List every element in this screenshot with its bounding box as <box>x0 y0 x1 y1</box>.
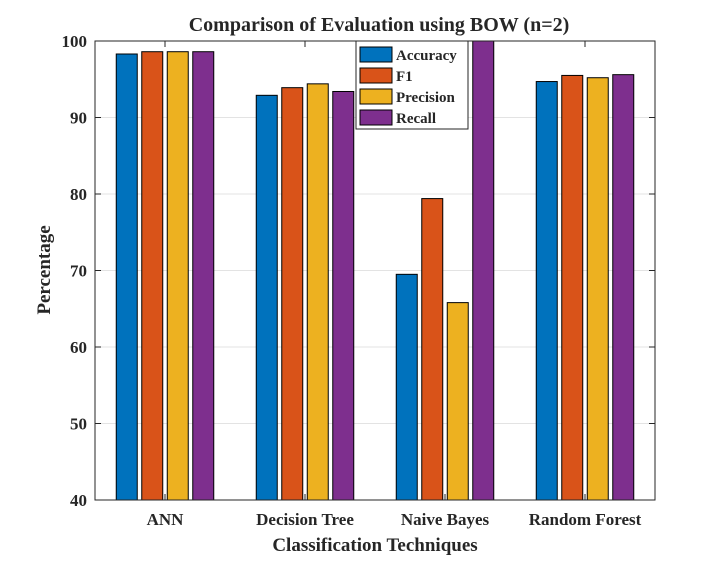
x-tick-label: Random Forest <box>529 510 642 529</box>
x-tick-label: Decision Tree <box>256 510 354 529</box>
x-tick-label: Naive Bayes <box>401 510 490 529</box>
y-tick-label: 90 <box>70 109 87 128</box>
legend-label-precision: Precision <box>396 90 456 106</box>
y-tick-label: 100 <box>62 32 88 51</box>
legend-swatch-recall <box>359 109 393 126</box>
legend-swatch-precision <box>359 88 393 105</box>
bar-recall-ann <box>192 51 215 501</box>
legend: Accuracy F1 Precision Recall <box>355 40 469 130</box>
x-tick-label: ANN <box>147 510 185 529</box>
y-tick-label: 80 <box>70 185 87 204</box>
y-tick-label: 60 <box>70 338 87 357</box>
bar-accuracy-random-forest <box>535 81 558 501</box>
chart-title: Comparison of Evaluation using BOW (n=2) <box>189 14 570 36</box>
y-axis-label: Percentage <box>34 225 55 314</box>
bar-f1-random-forest <box>561 74 584 501</box>
bar-f1-ann <box>141 51 164 501</box>
bar-recall-decision-tree <box>332 90 355 501</box>
x-axis-label: Classification Techniques <box>272 535 477 556</box>
bar-precision-decision-tree <box>306 83 329 501</box>
bar-f1-decision-tree <box>281 87 304 501</box>
y-tick-label: 50 <box>70 415 87 434</box>
legend-swatch-accuracy <box>359 46 393 63</box>
bar-recall-random-forest <box>612 74 635 501</box>
bar-accuracy-decision-tree <box>255 94 278 501</box>
bar-accuracy-naive-bayes <box>395 273 418 501</box>
legend-swatch-f1 <box>359 67 393 84</box>
x-axis-ticks: ANN Decision Tree Naive Bayes Random Forest <box>147 41 642 529</box>
y-tick-label: 40 <box>70 491 87 510</box>
legend-label-recall: Recall <box>396 111 436 127</box>
y-tick-label: 70 <box>70 262 87 281</box>
y-axis-ticks: 40 50 60 70 80 90 100 <box>62 32 655 510</box>
bar-precision-naive-bayes <box>446 302 469 501</box>
bar-recall-naive-bayes <box>472 40 495 501</box>
bar-accuracy-ann <box>115 53 138 501</box>
legend-label-f1: F1 <box>396 69 413 85</box>
legend-label-accuracy: Accuracy <box>396 48 457 64</box>
bar-precision-random-forest <box>586 77 609 501</box>
bar-precision-ann <box>166 51 189 501</box>
bar-f1-naive-bayes <box>421 198 444 501</box>
